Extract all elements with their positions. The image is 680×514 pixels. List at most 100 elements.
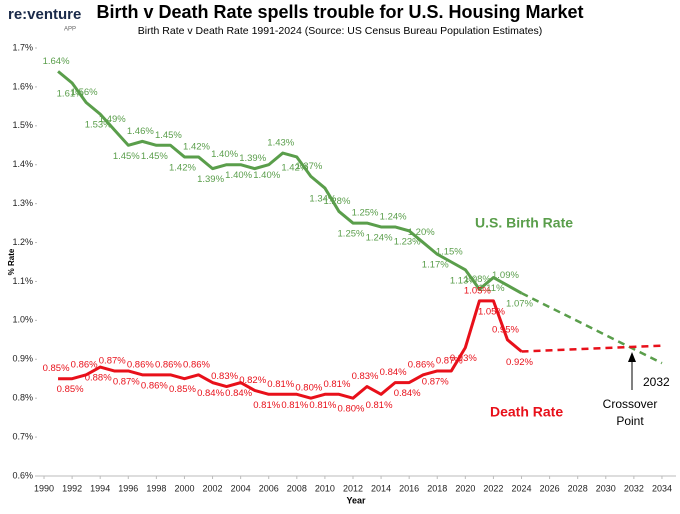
crossover-label: Crossover: [603, 397, 658, 411]
series-line: [58, 299, 523, 400]
data-label: 0.85%: [169, 384, 196, 395]
data-label: 1.17%: [422, 260, 449, 271]
x-tick-label: 2002: [203, 483, 223, 493]
data-label: 1.08%: [464, 274, 491, 285]
x-tick-label: 2006: [259, 483, 279, 493]
x-tick-label: 2034: [652, 483, 672, 493]
data-label: 1.42%: [281, 162, 308, 173]
y-tick-label: 1.5%: [12, 120, 33, 130]
data-label: 0.81%: [253, 400, 280, 411]
data-label: 1.46%: [127, 126, 154, 137]
data-label: 1.43%: [267, 138, 294, 149]
data-label: 0.81%: [267, 379, 294, 390]
series-name: Death Rate: [490, 404, 563, 420]
data-label: 0.86%: [183, 359, 210, 370]
y-tick-label: 0.6%: [12, 470, 33, 480]
x-tick-label: 2028: [568, 483, 588, 493]
data-label: 1.45%: [113, 151, 140, 162]
data-label: 0.81%: [281, 400, 308, 411]
x-tick-label: 1998: [146, 483, 166, 493]
x-tick-label: 2012: [343, 483, 363, 493]
series-name: U.S. Birth Rate: [475, 215, 573, 231]
x-tick-label: 2032: [624, 483, 644, 493]
data-label: 1.40%: [211, 149, 238, 160]
logo: re:venture: [8, 6, 81, 23]
projection-line: [521, 344, 663, 353]
x-tick-label: 2016: [399, 483, 419, 493]
y-tick-label: 0.8%: [12, 393, 33, 403]
x-tick-label: 2030: [596, 483, 616, 493]
crossover-year: 2032: [643, 375, 670, 389]
x-tick-label: 1994: [90, 483, 110, 493]
x-tick-label: 2004: [231, 483, 251, 493]
x-tick-label: 2024: [512, 483, 532, 493]
data-label: 1.20%: [408, 227, 435, 238]
data-label: 1.40%: [225, 170, 252, 181]
data-label: 1.37%: [295, 161, 322, 172]
x-axis-label: Year: [346, 495, 366, 505]
series-line: [57, 70, 523, 295]
x-tick-label: 1996: [118, 483, 138, 493]
data-label: 0.87%: [113, 376, 140, 387]
data-label: 1.28%: [323, 196, 350, 207]
data-label: 1.56%: [71, 87, 98, 98]
data-label: 1.24%: [380, 211, 407, 222]
y-tick-label: 1.3%: [12, 198, 33, 208]
crossover-label: Point: [616, 414, 644, 428]
data-label: 0.81%: [366, 400, 393, 411]
data-label: 1.39%: [239, 153, 266, 164]
data-label: 0.82%: [239, 375, 266, 386]
y-tick-label: 0.7%: [12, 431, 33, 441]
data-label: 1.24%: [366, 232, 393, 243]
chart-subtitle: Birth Rate v Death Rate 1991-2024 (Sourc…: [138, 25, 542, 37]
data-label: 0.86%: [141, 380, 168, 391]
data-label: 0.86%: [71, 359, 98, 370]
x-tick-label: 2026: [540, 483, 560, 493]
data-label: 0.84%: [380, 367, 407, 378]
y-tick-label: 1.0%: [12, 315, 33, 325]
x-tick-label: 2020: [455, 483, 475, 493]
data-label: 1.25%: [352, 208, 379, 219]
data-label: 0.81%: [323, 379, 350, 390]
x-tick-label: 2000: [174, 483, 194, 493]
data-label: 0.84%: [394, 388, 421, 399]
x-tick-label: 2022: [483, 483, 503, 493]
data-label: 1.25%: [338, 229, 365, 240]
data-label: 0.83%: [211, 371, 238, 382]
data-label: 1.39%: [197, 174, 224, 185]
data-label: 0.85%: [43, 363, 70, 374]
x-tick-label: 2014: [371, 483, 391, 493]
data-label: 1.64%: [43, 56, 70, 67]
chart-title: Birth v Death Rate spells trouble for U.…: [96, 2, 583, 22]
projection-line: [520, 292, 663, 365]
data-label: 1.61%: [57, 89, 84, 100]
y-tick-label: 1.2%: [12, 237, 33, 247]
data-label: 1.05%: [478, 306, 505, 317]
y-tick-label: 1.1%: [12, 276, 33, 286]
data-label: 0.80%: [295, 383, 322, 394]
y-tick-label: 1.7%: [12, 42, 33, 52]
data-label: 1.15%: [436, 247, 463, 258]
data-label: 1.05%: [464, 285, 491, 296]
x-tick-label: 2008: [287, 483, 307, 493]
data-label: 0.88%: [85, 373, 112, 384]
y-tick-label: 1.6%: [12, 81, 33, 91]
data-label: 0.86%: [408, 359, 435, 370]
data-label: 0.87%: [422, 376, 449, 387]
x-tick-label: 1990: [34, 483, 54, 493]
y-axis-label: % Rate: [7, 248, 16, 275]
data-label: 0.83%: [352, 371, 379, 382]
data-label: 1.34%: [309, 194, 336, 205]
data-label: 0.86%: [127, 359, 154, 370]
data-label: 0.84%: [197, 388, 224, 399]
y-tick-label: 1.4%: [12, 159, 33, 169]
data-label: 0.85%: [57, 384, 84, 395]
data-label: 1.42%: [183, 141, 210, 152]
data-label: 0.87%: [99, 355, 126, 366]
data-label: 1.09%: [492, 270, 519, 281]
data-label: 0.95%: [492, 324, 519, 335]
data-label: 1.23%: [394, 236, 421, 247]
data-label: 1.49%: [99, 114, 126, 125]
data-label: 0.84%: [225, 388, 252, 399]
